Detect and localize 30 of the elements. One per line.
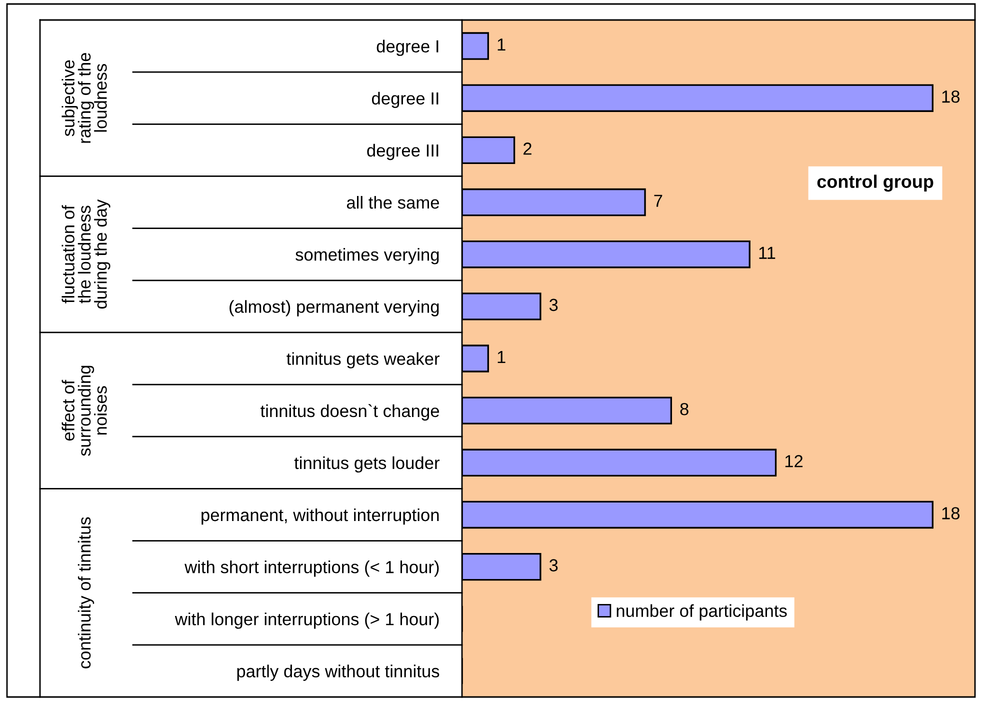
data-label: 18 xyxy=(942,90,960,103)
y-tick-label: all the same xyxy=(346,196,440,209)
data-label: 18 xyxy=(942,507,960,520)
data-label: 3 xyxy=(549,559,558,572)
data-label: 8 xyxy=(680,402,688,416)
annotation: control group xyxy=(817,174,934,192)
legend-label: number of participants xyxy=(616,604,787,620)
data-label: 2 xyxy=(524,142,532,155)
data-label: 11 xyxy=(759,246,776,259)
y-tick-label: with short interruptions (< 1 hour) xyxy=(184,560,439,577)
text: effect of surrounding noises xyxy=(62,366,107,456)
y-tick-label: tinnitus doesn`t change xyxy=(260,404,440,421)
data-label: 1 xyxy=(498,38,506,51)
text: subjective rating of the loudness xyxy=(62,53,107,143)
y-tick-label: tinnitus gets louder xyxy=(294,456,440,473)
data-label: 7 xyxy=(654,194,662,207)
data-label: 3 xyxy=(549,298,558,312)
y-tick-label: permanent, without interruption xyxy=(202,508,439,525)
y-tick-label: sometimes verying xyxy=(296,248,439,264)
y-tick-label: degree I xyxy=(376,40,438,56)
data-label: 12 xyxy=(785,455,803,468)
y-tick-label: degree III xyxy=(367,144,438,160)
y-tick-label: partly days without tinnitus xyxy=(237,664,440,681)
text: fluctuation of the loudness during the day xyxy=(62,199,110,309)
y-tick-label: with longer interruptions (> 1 hour) xyxy=(174,612,439,629)
y-tick-label: tinnitus gets weaker xyxy=(286,352,440,368)
y-tick-label: (almost) permanent verying xyxy=(230,300,439,316)
y-tick-label: degree II xyxy=(372,92,438,108)
text: continuity of tinnitus xyxy=(78,517,94,668)
data-label: 1 xyxy=(498,351,506,363)
